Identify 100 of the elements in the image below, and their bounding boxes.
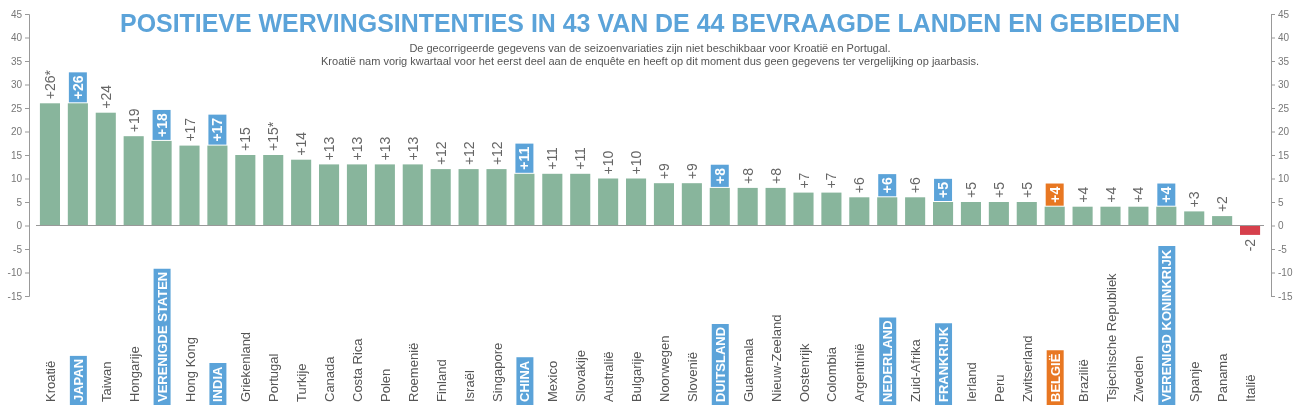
bar <box>1072 206 1093 226</box>
data-label: +3 <box>1186 191 1203 208</box>
data-label: +11 <box>544 146 561 170</box>
x-tick-label: Portugal <box>266 353 282 402</box>
x-tick-label: INDIA <box>210 366 226 402</box>
x-tick-label: Costa Rica <box>349 337 365 402</box>
y-tick-label: 20 <box>10 126 23 138</box>
bar <box>933 202 954 226</box>
x-tick-label: Spanje <box>1187 361 1203 402</box>
bar <box>1044 206 1065 226</box>
x-tick-label: Slovakije <box>573 349 589 402</box>
bar <box>67 103 88 226</box>
bar <box>709 187 730 226</box>
x-tick-label: VERENIGDE STATEN <box>154 271 170 402</box>
y2-tick-label: 10 <box>1278 173 1290 185</box>
y-tick-label: -10 <box>7 267 23 279</box>
x-tick-label: Argentinië <box>852 343 868 402</box>
bar <box>1184 211 1205 226</box>
data-label: +10 <box>628 150 645 175</box>
bar <box>1016 202 1037 226</box>
bar <box>486 169 507 226</box>
x-tick-label: NEDERLAND <box>880 320 896 402</box>
x-tick-label: Ierland <box>963 362 979 402</box>
chart-title: POSITIEVE WERVINGSINTENTIES IN 43 VAN DE 44 BEVRAAGDE LANDEN EN GEBIEDEN <box>120 9 1184 37</box>
x-tick-label: Finland <box>433 359 449 402</box>
bar <box>514 173 535 226</box>
bar <box>291 159 312 226</box>
data-label: +5 <box>962 181 979 198</box>
y2-tick-label: 30 <box>1278 79 1290 91</box>
data-label: +4 <box>1074 186 1091 203</box>
bar <box>207 145 228 226</box>
bar <box>346 164 367 226</box>
data-label: +8 <box>739 167 756 184</box>
bar <box>179 145 200 226</box>
x-tick-label: Slovenië <box>684 352 700 402</box>
bar <box>681 183 702 226</box>
data-label: +9 <box>655 163 672 180</box>
x-tick-label: Singapore <box>489 342 505 402</box>
data-label: +4 <box>1158 186 1175 203</box>
y-tick-label: 25 <box>10 102 23 114</box>
y-tick-label: 15 <box>10 149 23 161</box>
data-label: +12 <box>488 141 505 166</box>
data-label: +6 <box>851 177 868 194</box>
data-label: +18 <box>153 112 170 137</box>
x-tick-label: VERENIGD KONINKRIJK <box>1159 248 1175 402</box>
x-tick-label: DUITSLAND <box>712 326 728 402</box>
data-label: +26 <box>69 75 86 100</box>
y2-tick-label: 45 <box>1278 8 1290 20</box>
bar <box>905 197 926 226</box>
x-tick-label: Hongarije <box>126 346 142 402</box>
bar <box>1156 206 1177 226</box>
x-tick-label: Taiwan <box>98 361 114 402</box>
data-label: +24 <box>97 84 114 109</box>
y-tick-label: 40 <box>10 32 23 44</box>
x-tick-label: Kroatië <box>42 360 58 402</box>
x-tick-label: Noorwegen <box>656 335 672 402</box>
data-label: +5 <box>1018 181 1035 198</box>
bar <box>960 202 981 226</box>
data-label: +11 <box>572 146 589 170</box>
bar <box>402 164 423 226</box>
y2-tick-label: 15 <box>1278 149 1290 161</box>
bar <box>626 178 647 226</box>
x-tick-label: Panama <box>1215 352 1231 402</box>
bar <box>570 173 591 226</box>
y2-tick-label: 20 <box>1278 126 1290 138</box>
bar <box>737 187 758 226</box>
y-tick-label: 35 <box>10 55 23 67</box>
x-tick-label: Italië <box>1243 374 1259 402</box>
y-tick-label: 5 <box>16 196 23 208</box>
x-tick-label: FRANKRIJK <box>936 326 952 402</box>
bar <box>1212 216 1233 226</box>
x-tick-label: Zweden <box>1131 355 1147 402</box>
x-tick-label: Zuid-Afrika <box>908 338 924 402</box>
data-label: +13 <box>404 136 421 161</box>
x-tick-label: Guatemala <box>740 337 756 402</box>
x-tick-label: Oostenrijk <box>796 342 812 402</box>
x-tick-label: JAPAN <box>70 358 86 402</box>
x-tick-label: Canada <box>322 355 338 402</box>
bar <box>39 103 60 226</box>
bar <box>765 187 786 226</box>
data-label: +4 <box>1102 186 1119 203</box>
y-tick-label: 10 <box>10 173 23 185</box>
y2-tick-label: 5 <box>1278 196 1284 208</box>
bar <box>235 155 256 226</box>
bar <box>458 169 479 226</box>
data-label: +5 <box>990 181 1007 198</box>
data-label: +4 <box>1130 186 1147 203</box>
data-label: +11 <box>516 146 533 170</box>
y-tick-label: 45 <box>10 8 23 20</box>
x-tick-label: Brazilië <box>1075 359 1091 402</box>
data-label: +17 <box>209 117 226 142</box>
x-tick-label: Colombia <box>824 346 840 402</box>
x-tick-label: CHINA <box>517 360 533 402</box>
data-label: +14 <box>293 131 310 156</box>
data-label: +13 <box>321 136 338 161</box>
bar <box>1100 206 1121 226</box>
bar <box>598 178 619 226</box>
data-label: +7 <box>823 172 840 189</box>
x-tick-label: Turkije <box>294 363 310 402</box>
y2-tick-label: 25 <box>1278 102 1290 114</box>
